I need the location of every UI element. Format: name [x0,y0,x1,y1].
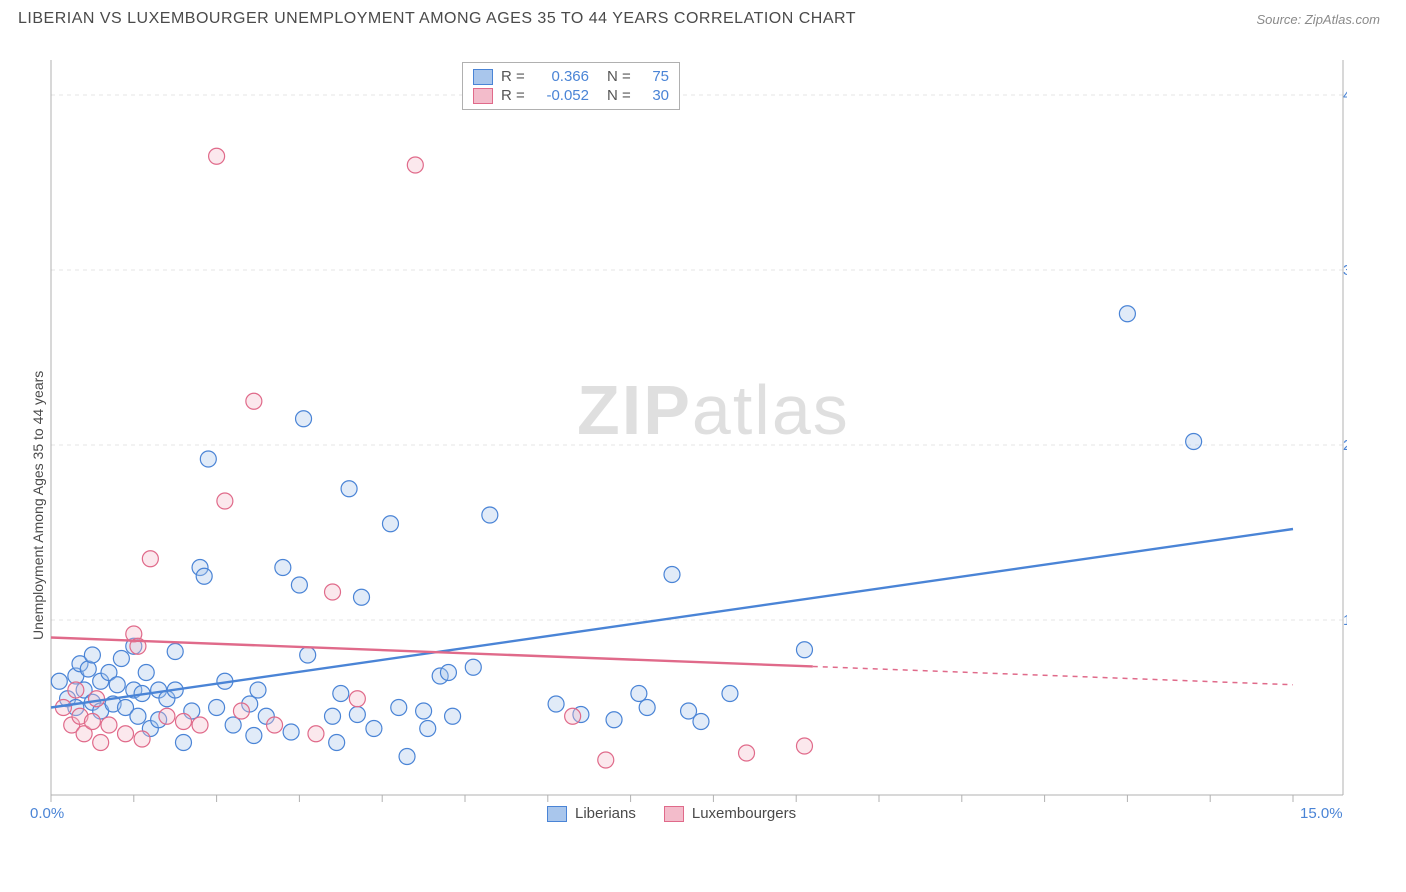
x-axis-max-label: 15.0% [1300,805,1343,822]
chart-title: LIBERIAN VS LUXEMBOURGER UNEMPLOYMENT AM… [18,10,856,28]
chart-svg: 10.0% 20.0% 30.0% 40.0% [47,60,1347,825]
stats-legend: R = 0.366 N = 75 R = -0.052 N = 30 [462,62,680,110]
chart-header: LIBERIAN VS LUXEMBOURGER UNEMPLOYMENT AM… [0,0,1406,34]
xlegend-item-1: Liberians [547,805,636,822]
xlegend-swatch-1 [547,806,567,822]
x-axis-min-label: 0.0% [30,805,64,822]
swatch-series1 [473,69,493,85]
svg-text:20.0%: 20.0% [1343,437,1347,454]
scatter-chart: 10.0%20.0%30.0%40.0% ZIPatlas R = 0.366 … [47,60,1347,825]
stats-row-2: R = -0.052 N = 30 [473,86,669,105]
svg-text:10.0%: 10.0% [1343,612,1347,629]
swatch-series2 [473,88,493,104]
n-label-1: N = [607,68,635,85]
xlegend-label-2: Luxembourgers [692,805,796,822]
r-value-2: -0.052 [537,87,589,104]
stats-row-1: R = 0.366 N = 75 [473,67,669,86]
xlegend-swatch-2 [664,806,684,822]
xlegend-item-2: Luxembourgers [664,805,796,822]
r-value-1: 0.366 [537,68,589,85]
r-label-1: R = [501,68,529,85]
n-label-2: N = [607,87,635,104]
y-axis-label: Unemployment Among Ages 35 to 44 years [30,371,46,640]
svg-text:30.0%: 30.0% [1343,262,1347,279]
r-label-2: R = [501,87,529,104]
n-value-1: 75 [643,68,669,85]
xlegend-label-1: Liberians [575,805,636,822]
x-axis-legend: Liberians Luxembourgers [547,805,796,822]
svg-text:40.0%: 40.0% [1343,87,1347,104]
n-value-2: 30 [643,87,669,104]
source-attribution: Source: ZipAtlas.com [1256,12,1380,27]
